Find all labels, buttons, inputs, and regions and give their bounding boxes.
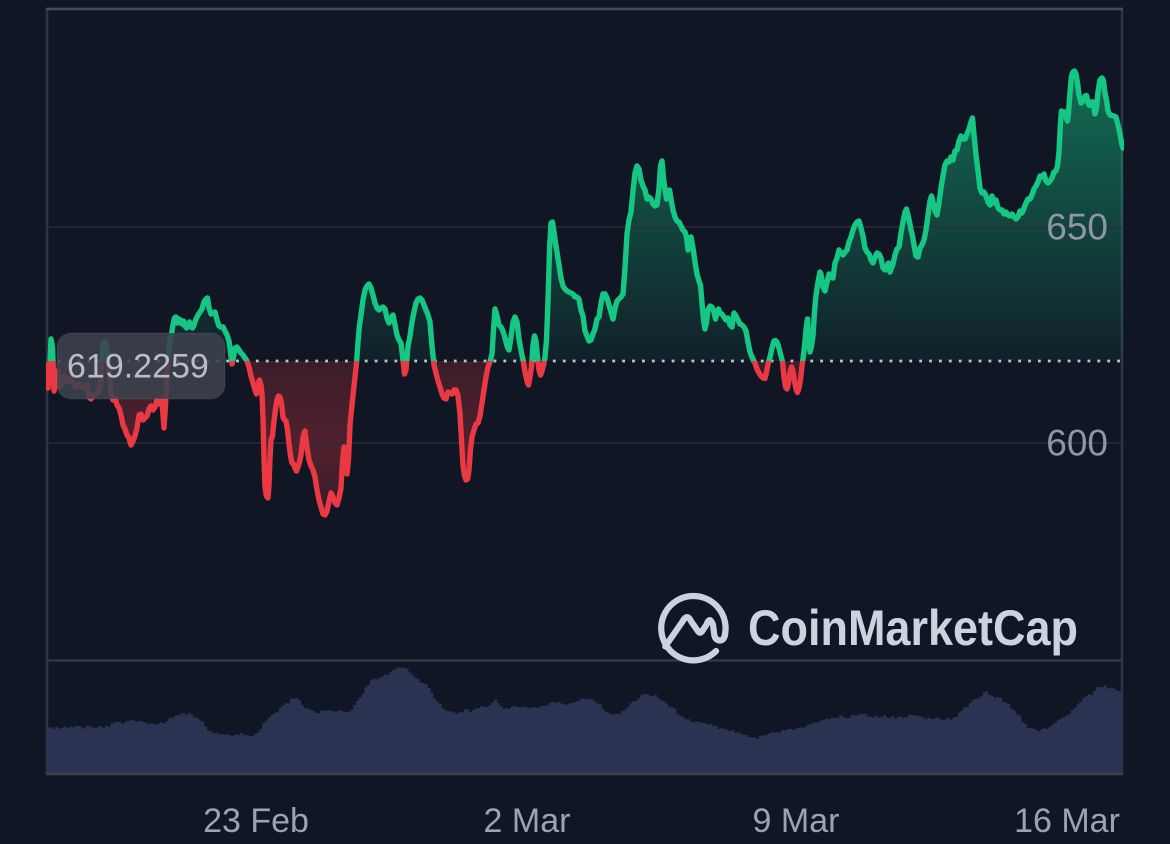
- svg-text:9 Mar: 9 Mar: [753, 802, 840, 840]
- svg-text:600: 600: [1046, 423, 1108, 464]
- svg-text:2 Mar: 2 Mar: [484, 802, 571, 840]
- svg-text:23 Feb: 23 Feb: [203, 802, 309, 840]
- svg-text:16 Mar: 16 Mar: [1014, 802, 1120, 840]
- svg-text:619.2259: 619.2259: [67, 348, 209, 386]
- svg-text:650: 650: [1046, 207, 1108, 248]
- svg-text:CoinMarketCap: CoinMarketCap: [748, 600, 1078, 656]
